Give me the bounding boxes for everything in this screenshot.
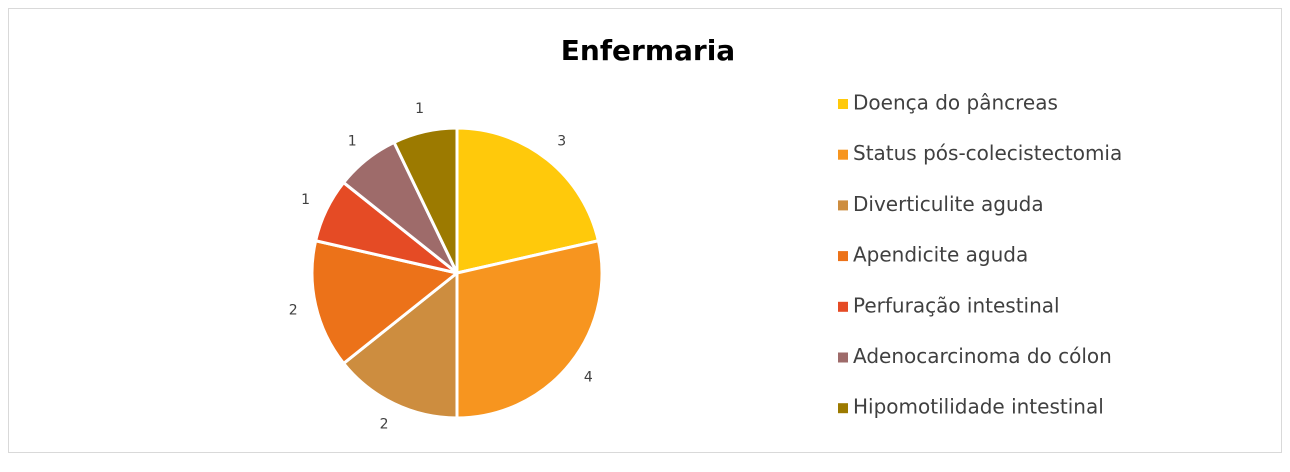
legend-swatch [838,403,848,414]
pie-slice [455,238,604,420]
legend-label: Hipomotilidade intestinal [853,395,1104,419]
data-label: 2 [380,416,389,432]
legend-label: Adenocarcinoma do cólon [853,344,1112,368]
chart-frame [8,8,1282,453]
legend-swatch [838,352,848,363]
legend-swatch [838,149,848,160]
data-label: 3 [557,134,566,150]
legend-label: Perfuração intestinal [853,293,1060,317]
pie-slice [310,238,461,366]
legend-swatch [838,99,848,109]
legend-label: Apendicite aguda [853,243,1028,267]
legend-label: Doença do pâncreas [853,91,1058,115]
pie-slice [392,126,459,274]
chart-title: Enfermaria [561,34,735,67]
legend-swatch [838,301,848,312]
legend-swatch [838,200,848,211]
pie-slice [341,269,459,420]
legend-swatch [838,251,848,262]
legend-label: Status pós-colecistectomia [853,141,1122,165]
data-label: 1 [301,192,310,208]
pie-slice [455,126,601,275]
data-label: 2 [289,302,298,318]
data-label: 1 [348,134,357,150]
legend-label: Diverticulite aguda [853,192,1044,216]
data-label: 1 [415,101,424,117]
data-label: 4 [584,370,593,386]
